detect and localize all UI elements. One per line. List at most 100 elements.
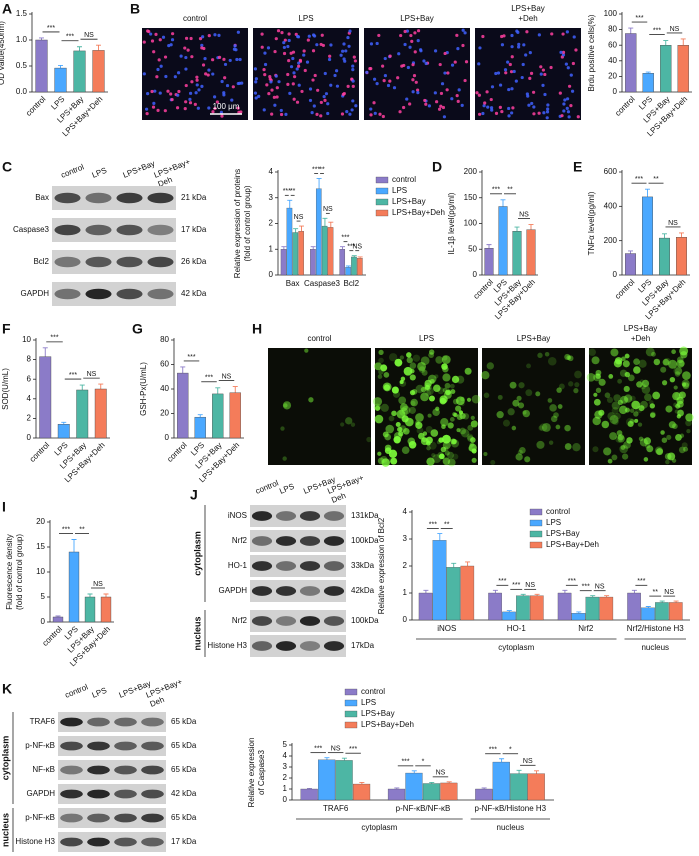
cell-dot: [681, 382, 687, 387]
cell-dot: [425, 426, 433, 433]
nucleus-dot: [510, 45, 514, 49]
nucleus-dot: [424, 102, 428, 106]
cell-dot: [410, 400, 416, 406]
cell-dot: [586, 373, 596, 382]
significance-label: ***: [498, 578, 506, 585]
panel-letter: G: [132, 321, 143, 337]
bar: [280, 249, 287, 276]
nucleus-dot: [567, 115, 571, 119]
significance-label: ***: [62, 526, 70, 533]
cell-dot: [381, 458, 390, 467]
error-bar: [197, 414, 203, 418]
size-label: 65 kDa: [171, 717, 197, 726]
bar: [571, 613, 586, 621]
nucleus-dot: [416, 88, 420, 92]
error-bar: [680, 38, 686, 46]
cell-dot: [593, 392, 598, 397]
bar: [642, 196, 653, 276]
error-bar: [87, 593, 93, 597]
cell-dot: [539, 423, 548, 432]
size-label: 17 kDa: [171, 837, 197, 846]
nucleus-dot: [322, 94, 326, 99]
nucleus-dot: [375, 82, 379, 86]
blot-band: [299, 616, 321, 626]
cell-dot: [432, 408, 440, 416]
nucleus-dot: [515, 29, 519, 33]
cell-dot: [564, 353, 571, 360]
nucleus-dot: [386, 83, 391, 88]
row-label: GAPDH: [219, 586, 248, 595]
cell-dot: [626, 437, 633, 444]
nucleus-dot: [213, 106, 217, 111]
nucleus-dot: [354, 104, 358, 108]
cell-dot: [572, 442, 581, 452]
cell-dot: [280, 426, 285, 431]
cell-dot: [377, 374, 383, 379]
y-axis-label: Relative expression of proteins: [233, 169, 242, 278]
cell-dot: [574, 370, 582, 379]
nucleus-dot: [179, 54, 183, 58]
nucleus-dot: [489, 106, 494, 110]
nucleus-dot: [485, 90, 489, 94]
cell-dot: [517, 449, 523, 455]
nucleus-dot: [305, 60, 310, 64]
nucleus-dot: [521, 62, 525, 67]
panel-letter: B: [130, 1, 140, 17]
y-axis-label: of Caspase3: [257, 749, 266, 794]
cell-dot: [671, 458, 677, 463]
y-tick-label: 10: [36, 567, 45, 576]
legend-swatch: [344, 721, 358, 729]
cell-dot: [415, 421, 423, 429]
significance-label: ***: [429, 521, 437, 528]
cell-dot: [378, 349, 384, 355]
nucleus-dot: [559, 50, 563, 54]
cell-dot: [541, 423, 551, 432]
cell-dot: [631, 400, 641, 410]
blot-band: [323, 616, 345, 626]
nucleus-dot: [329, 43, 333, 47]
cell-dot: [675, 434, 682, 441]
cell-dot: [452, 453, 459, 460]
nucleus-dot: [196, 106, 200, 110]
nucleus-dot: [154, 32, 158, 36]
cell-dot: [434, 374, 439, 379]
lane-label: control: [60, 162, 86, 179]
y-tick-label: 0: [283, 795, 288, 804]
nucleus-dot: [399, 33, 403, 38]
cell-dot: [471, 457, 477, 463]
bar: [641, 607, 655, 621]
nucleus-dot: [398, 110, 402, 114]
bar: [286, 207, 293, 276]
size-label: 65 kDa: [171, 765, 197, 774]
bar: [669, 602, 683, 621]
nucleus-dot: [416, 29, 421, 33]
cell-dot: [592, 416, 601, 426]
significance-label: ***: [349, 746, 357, 753]
cell-dot: [617, 378, 623, 384]
cell-dot: [282, 456, 287, 461]
blot-band: [299, 561, 321, 571]
y-tick-label: 4: [403, 507, 408, 516]
nucleus-dot: [422, 59, 426, 63]
cell-dot: [666, 434, 672, 440]
legend-swatch: [529, 541, 543, 549]
blot-band: [85, 224, 112, 236]
cell-dot: [669, 376, 676, 383]
error-bar: [628, 250, 633, 254]
cell-dot: [522, 409, 531, 418]
cell-dot: [483, 392, 490, 399]
cell-dot: [486, 362, 495, 370]
cell-dot: [380, 403, 389, 412]
nucleus-dot: [524, 53, 528, 57]
nucleus-dot: [438, 62, 442, 67]
cell-dot: [656, 448, 664, 456]
bar: [73, 50, 86, 93]
nucleus-dot: [213, 95, 217, 99]
nucleus-dot: [383, 74, 388, 78]
nucleus-dot: [412, 74, 417, 78]
nucleus-dot: [539, 72, 543, 76]
nucleus-dot: [566, 66, 570, 70]
cell-dot: [428, 441, 437, 450]
error-bar: [645, 188, 650, 197]
cell-dot: [615, 435, 623, 443]
